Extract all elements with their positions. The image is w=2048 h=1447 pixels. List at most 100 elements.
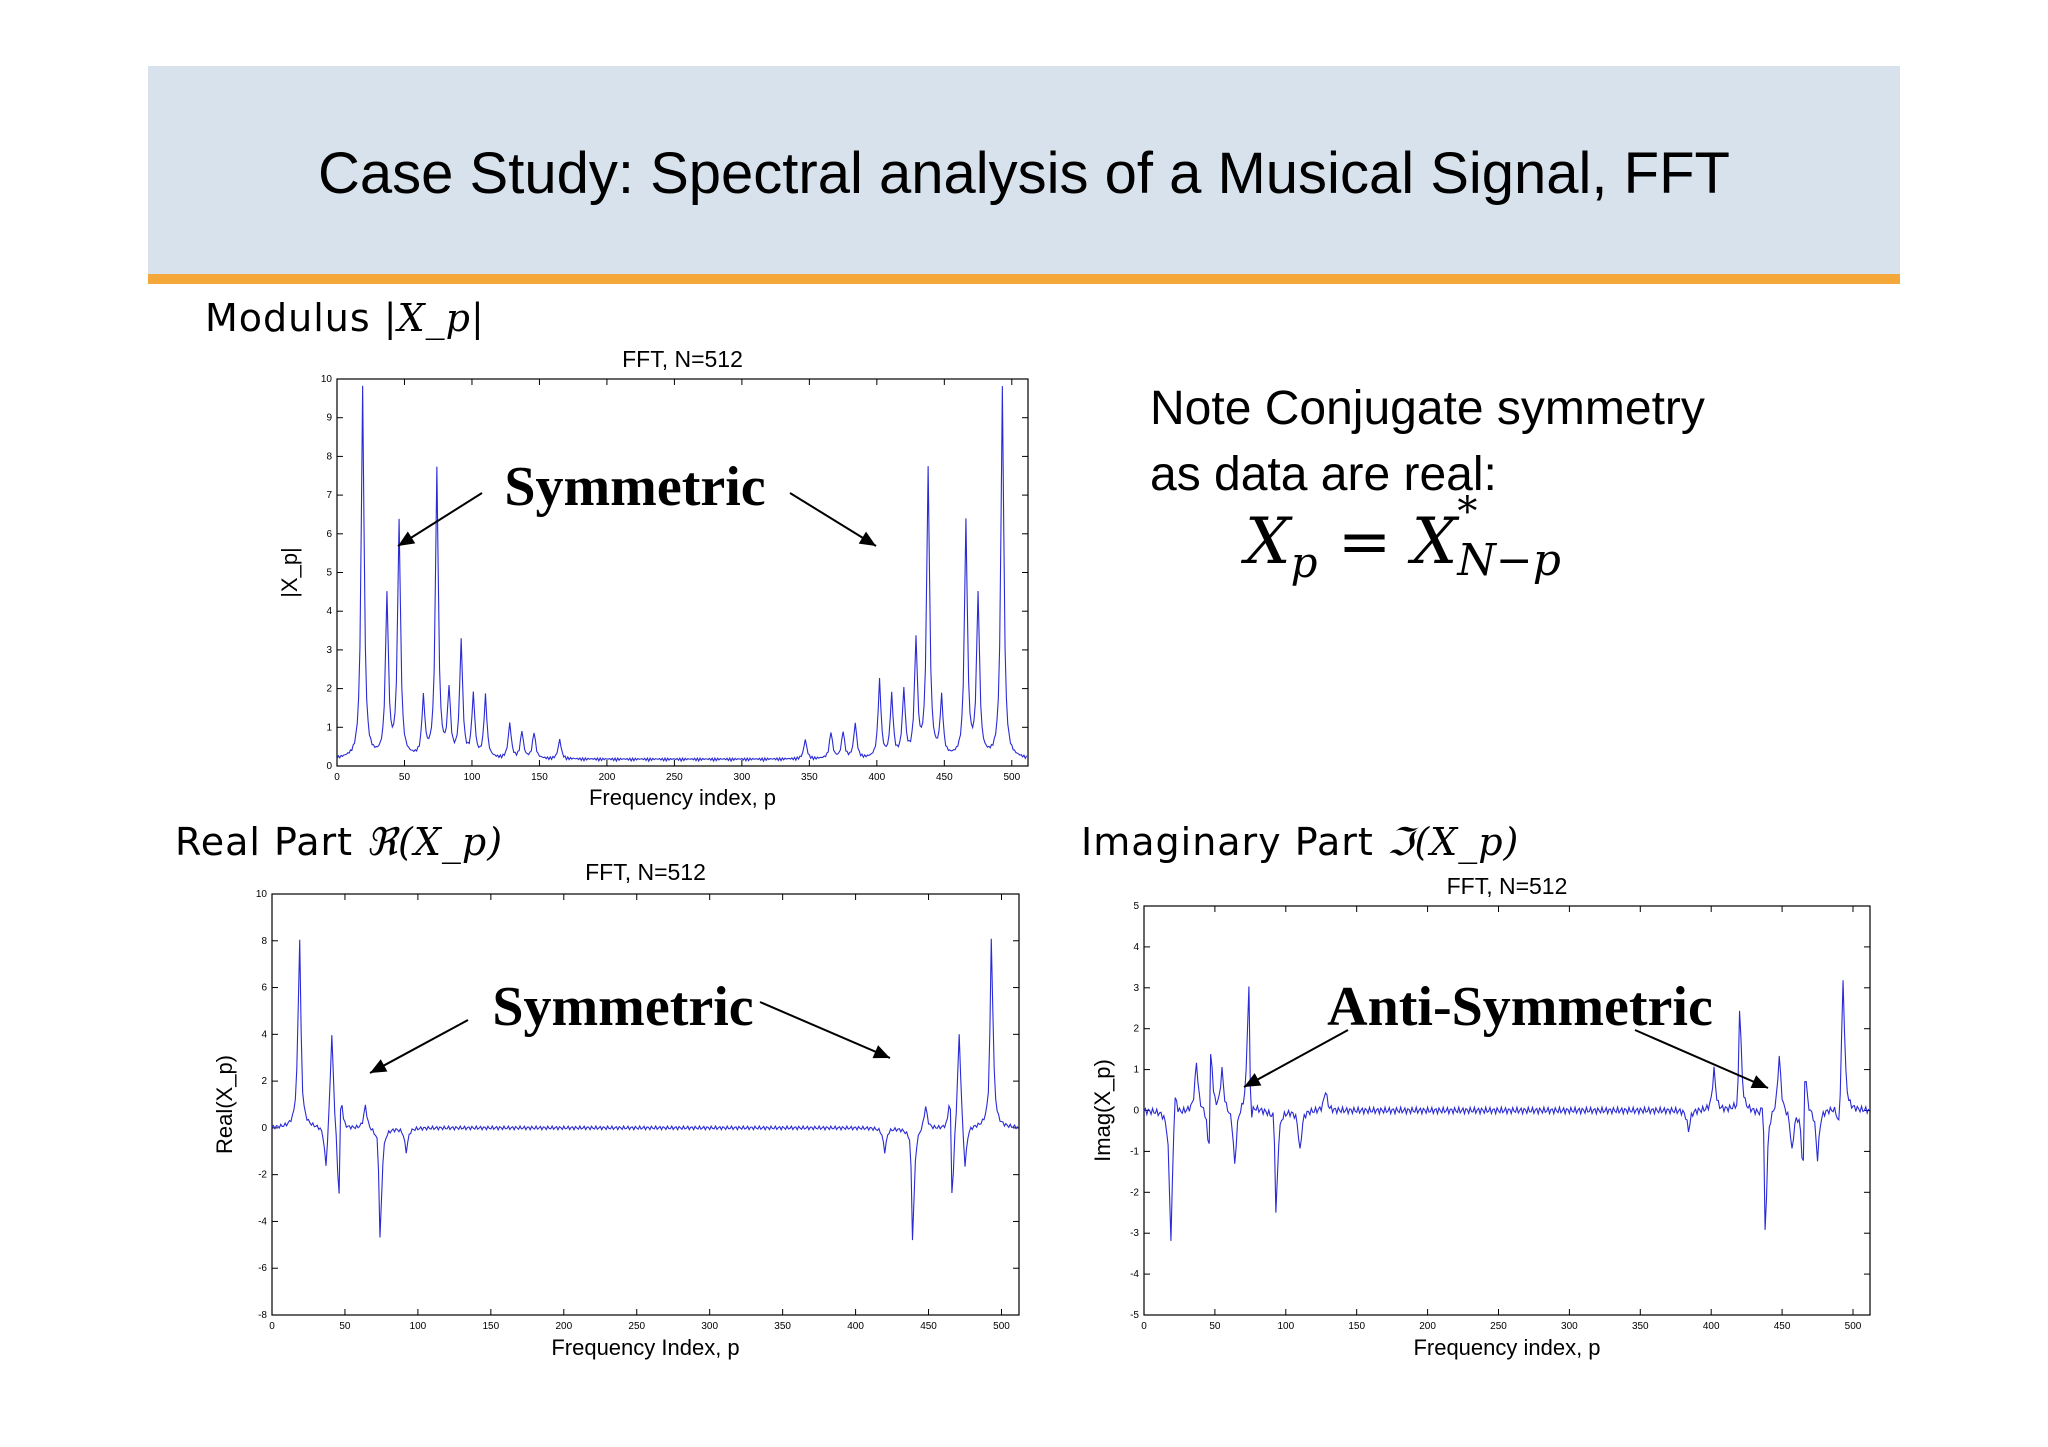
y-tick-label: 7 — [326, 490, 332, 501]
x-tick-label: 50 — [1209, 1321, 1221, 1332]
x-tick-label: 200 — [555, 1321, 572, 1332]
annotation-arrow — [789, 492, 877, 547]
y-tick-label: -4 — [1130, 1269, 1139, 1280]
x-tick-label: 350 — [801, 772, 818, 783]
arrowhead — [872, 1045, 890, 1059]
x-tick-label: 400 — [869, 772, 886, 783]
y-tick-label: -2 — [1130, 1187, 1139, 1198]
y-tick-label: 0 — [1133, 1106, 1139, 1117]
y-tick-label: 6 — [261, 983, 267, 994]
arrowhead — [370, 1059, 388, 1073]
y-tick-label: 10 — [256, 889, 268, 900]
y-tick-label: 1 — [1133, 1065, 1139, 1076]
y-tick-label: 8 — [261, 936, 267, 947]
y-tick-label: 2 — [1133, 1024, 1139, 1035]
x-axis-label: Frequency Index, p — [551, 1335, 739, 1360]
y-axis-label: Real(X_p) — [212, 1055, 237, 1154]
x-axis-label: Frequency index, p — [1413, 1335, 1600, 1360]
arrowhead — [398, 531, 416, 546]
annotation-arrow — [759, 1001, 891, 1059]
x-tick-label: 300 — [734, 772, 751, 783]
modulus-section-label: Modulus |X_p| — [205, 296, 485, 340]
modulus-label-math: |X_p| — [383, 296, 485, 340]
annotation-arrow — [369, 1019, 469, 1074]
note-text: Note Conjugate symmetry as data are real… — [1150, 376, 1705, 508]
x-tick-label: 100 — [410, 1321, 427, 1332]
arrowhead — [858, 531, 876, 546]
y-tick-label: 0 — [326, 761, 332, 772]
y-axis-label: Imag(X_p) — [1090, 1059, 1115, 1162]
x-tick-label: 200 — [1419, 1321, 1436, 1332]
x-tick-label: 100 — [464, 772, 481, 783]
y-tick-label: 4 — [1133, 942, 1139, 953]
imag-label-math: ℑ(X_p) — [1386, 820, 1520, 864]
annotation-arrow — [397, 492, 483, 547]
modulus-label-text: Modulus — [205, 296, 384, 340]
formula-lhs: X — [1245, 505, 1291, 579]
y-tick-label: 6 — [326, 529, 332, 540]
x-tick-label: 350 — [774, 1321, 791, 1332]
title-band — [148, 66, 1900, 274]
x-tick-label: 0 — [269, 1321, 275, 1332]
imag-label-text: Imaginary Part — [1081, 820, 1387, 864]
x-tick-label: 300 — [701, 1321, 718, 1332]
x-tick-label: 50 — [399, 772, 411, 783]
y-tick-label: 8 — [326, 451, 332, 462]
title-accent-rule — [148, 274, 1900, 284]
formula-lhs-sub: p — [1290, 537, 1318, 587]
x-tick-label: 300 — [1561, 1321, 1578, 1332]
real-label-math: ℜ(X_p) — [366, 820, 504, 864]
fft-series-line — [336, 385, 1028, 763]
plot-title: FFT, N=512 — [622, 346, 743, 372]
plot-frame — [336, 378, 1029, 767]
y-tick-label: 4 — [261, 1029, 267, 1040]
y-tick-label: -3 — [1130, 1228, 1139, 1239]
imag-section-label: Imaginary Part ℑ(X_p) — [1081, 820, 1519, 864]
fft-series-line — [271, 938, 1019, 1241]
x-tick-label: 500 — [1845, 1321, 1862, 1332]
y-tick-label: -6 — [258, 1263, 267, 1274]
x-tick-label: 450 — [920, 1321, 937, 1332]
x-tick-label: 450 — [1774, 1321, 1791, 1332]
x-axis-label: Frequency index, p — [589, 785, 776, 810]
x-tick-label: 450 — [936, 772, 953, 783]
x-tick-label: 250 — [628, 1321, 645, 1332]
x-tick-label: 0 — [1141, 1321, 1147, 1332]
real-label-text: Real Part — [175, 820, 367, 864]
y-tick-label: 5 — [1133, 901, 1139, 912]
fft-series-line — [1143, 980, 1870, 1241]
x-tick-label: 400 — [1703, 1321, 1720, 1332]
y-tick-label: 0 — [261, 1123, 267, 1134]
plot-title: FFT, N=512 — [585, 859, 706, 885]
plot-frame — [271, 893, 1020, 1316]
y-tick-label: 2 — [326, 684, 332, 695]
annotation-arrow — [1243, 1029, 1349, 1088]
y-tick-label: 9 — [326, 413, 332, 424]
x-tick-label: 150 — [1348, 1321, 1365, 1332]
y-axis-label: |X_p| — [277, 547, 302, 598]
x-tick-label: 200 — [599, 772, 616, 783]
y-tick-label: -5 — [1130, 1310, 1139, 1321]
formula-eq: = X — [1317, 505, 1458, 579]
x-tick-label: 100 — [1277, 1321, 1294, 1332]
y-tick-label: 1 — [326, 722, 332, 733]
x-tick-label: 350 — [1632, 1321, 1649, 1332]
x-tick-label: 150 — [483, 1321, 500, 1332]
formula-sub: N−p — [1457, 534, 1561, 586]
note-line-1: Note Conjugate symmetry — [1150, 382, 1705, 435]
x-tick-label: 150 — [531, 772, 548, 783]
plot-title: FFT, N=512 — [1447, 873, 1568, 899]
real-section-label: Real Part ℜ(X_p) — [175, 820, 503, 864]
y-tick-label: 10 — [321, 374, 333, 385]
annotation-label: Symmetric — [504, 456, 765, 518]
x-tick-label: 400 — [847, 1321, 864, 1332]
y-tick-label: -8 — [258, 1310, 267, 1321]
annotation-label: Anti-Symmetric — [1327, 976, 1713, 1038]
x-tick-label: 250 — [666, 772, 683, 783]
y-tick-label: 4 — [326, 606, 332, 617]
x-tick-label: 500 — [1003, 772, 1020, 783]
y-tick-label: 3 — [326, 645, 332, 656]
note-line-2: as data are real: — [1150, 448, 1497, 501]
